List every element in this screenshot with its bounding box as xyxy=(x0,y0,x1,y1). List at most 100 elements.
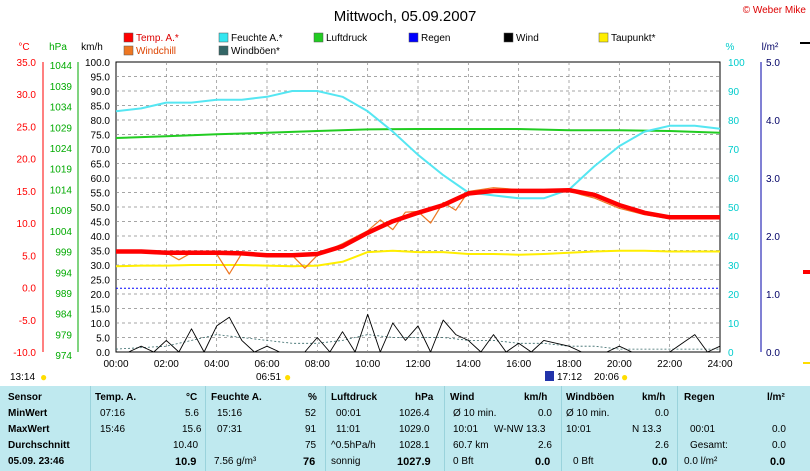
row-now-label: 05.09. 23:46 xyxy=(8,456,65,467)
max-wind-value: W-NW 13.3 xyxy=(494,424,546,435)
min-gust-value: 0.0 xyxy=(655,408,669,419)
tick-x-10: 20:00 xyxy=(607,359,632,368)
tick-rain-0: 5.0 xyxy=(766,58,780,69)
tick-pressure-11: 989 xyxy=(55,289,72,300)
legend-swatch-1 xyxy=(218,32,229,43)
legend-swatch-0 xyxy=(123,32,134,43)
tick-rain-1: 4.0 xyxy=(766,116,780,127)
tick-x-2: 04:00 xyxy=(204,359,229,368)
max-temp-value: 15.6 xyxy=(182,424,202,435)
edge-marker-top xyxy=(800,42,810,44)
legend-label-5: Taupunkt* xyxy=(611,33,656,44)
tick-wind-18: 10.0 xyxy=(91,319,111,330)
tick-temp-6: 5.0 xyxy=(22,251,36,262)
axis-title-rain: l/m² xyxy=(762,42,779,53)
legend-label-2: Luftdruck xyxy=(326,33,368,44)
max-rain-value: 0.0 xyxy=(772,424,786,435)
header-temp-unit: °C xyxy=(186,392,198,403)
tick-temp-5: 10.0 xyxy=(17,219,37,230)
series-luftdruck xyxy=(115,128,721,139)
max-rain-time: 00:01 xyxy=(690,424,716,435)
tick-pressure-5: 1019 xyxy=(50,165,73,176)
tick-x-9: 18:00 xyxy=(556,359,581,368)
now-hum-desc: 7.56 g/m³ xyxy=(214,456,257,467)
tick-x-4: 08:00 xyxy=(305,359,330,368)
header-humidity: Feuchte A. xyxy=(211,392,262,403)
tick-wind-8: 60.0 xyxy=(91,174,111,185)
series-tempa xyxy=(116,187,720,258)
legend-label-4: Wind xyxy=(516,33,539,44)
axis-title-pressure: hPa xyxy=(49,42,67,53)
sunset-time: 20:06 xyxy=(594,372,620,383)
tick-humidity-5: 50 xyxy=(728,203,740,214)
tick-pressure-4: 1024 xyxy=(50,144,73,155)
avg-rain-value: 0.0 xyxy=(772,440,786,451)
header-gust: Windböen xyxy=(566,392,615,403)
now-time: 17:12 xyxy=(557,372,583,383)
tick-humidity-9: 10 xyxy=(728,319,740,330)
tick-humidity-4: 60 xyxy=(728,174,740,185)
series-taupunkt xyxy=(115,249,720,268)
axis-title-temp: °C xyxy=(18,42,29,53)
min-temp-value: 5.6 xyxy=(185,408,199,419)
axis-title-humidity: % xyxy=(726,42,735,53)
tick-temp-8: -5.0 xyxy=(19,316,37,327)
tick-temp-9: -10.0 xyxy=(13,348,36,359)
status-bar: 13:14 ● 06:51 ● 17:12 20:06 ● xyxy=(0,368,810,386)
header-wind-unit: km/h xyxy=(524,392,548,403)
tick-wind-7: 65.0 xyxy=(91,160,111,171)
tick-humidity-6: 40 xyxy=(728,232,740,243)
header-rain-unit: l/m² xyxy=(767,392,785,403)
legend-label-3: Regen xyxy=(421,33,450,44)
tick-wind-19: 5.0 xyxy=(96,334,110,345)
header-pressure: Luftdruck xyxy=(331,392,378,403)
min-press-value: 1026.4 xyxy=(399,408,430,419)
max-gust-time: 10:01 xyxy=(566,424,592,435)
tick-wind-6: 70.0 xyxy=(91,145,111,156)
now-press-desc: sonnig xyxy=(331,456,361,467)
min-wind-desc: Ø 10 min. xyxy=(453,408,497,419)
tick-wind-20: 0.0 xyxy=(96,348,110,359)
now-press-value: 1027.9 xyxy=(397,456,431,468)
max-press-time: 11:01 xyxy=(336,424,361,435)
header-pressure-unit: hPa xyxy=(415,392,434,403)
tick-wind-0: 100.0 xyxy=(85,58,110,69)
tick-rain-5: 0.0 xyxy=(766,348,780,359)
tick-wind-12: 40.0 xyxy=(91,232,111,243)
now-rain-desc: 0.0 l/m² xyxy=(684,456,718,467)
min-wind-value: 0.0 xyxy=(538,408,552,419)
max-temp-time: 15:46 xyxy=(100,424,126,435)
legend-swatch-7 xyxy=(218,45,229,56)
max-hum-time: 07:31 xyxy=(217,424,243,435)
tick-humidity-2: 80 xyxy=(728,116,740,127)
tick-pressure-9: 999 xyxy=(55,248,72,259)
tick-wind-2: 90.0 xyxy=(91,87,111,98)
now-rain-value: 0.0 xyxy=(770,456,786,468)
tick-x-3: 06:00 xyxy=(254,359,279,368)
legend-swatch-5 xyxy=(598,32,609,43)
weather-chart: Mittwoch, 05.09.2007 © Weber Mike Temp. A.… xyxy=(13,5,810,368)
avg-wind-desc: 60.7 km xyxy=(453,440,489,451)
tick-wind-9: 55.0 xyxy=(91,189,111,200)
legend-swatch-3 xyxy=(408,32,419,43)
tick-x-11: 22:00 xyxy=(657,359,682,368)
tick-humidity-7: 30 xyxy=(728,261,740,272)
edge-marker-temp xyxy=(803,270,810,274)
tick-x-1: 02:00 xyxy=(154,359,179,368)
tick-wind-3: 85.0 xyxy=(91,102,111,113)
tick-pressure-10: 994 xyxy=(55,268,72,279)
legend-label-7: Windböen* xyxy=(231,46,280,57)
tick-pressure-7: 1009 xyxy=(50,206,73,217)
tick-temp-3: 20.0 xyxy=(17,155,37,166)
now-gust-desc: 0 Bft xyxy=(573,456,594,467)
tick-x-6: 12:00 xyxy=(405,359,430,368)
min-gust-desc: Ø 10 min. xyxy=(566,408,610,419)
max-gust-value: N 13.3 xyxy=(632,424,662,435)
sunrise-time: 06:51 xyxy=(256,372,282,383)
min-press-time: 00:01 xyxy=(336,408,362,419)
series-windben xyxy=(115,334,720,350)
edge-marker-bottom xyxy=(803,362,810,364)
tick-humidity-10: 0 xyxy=(728,348,734,359)
tick-temp-4: 15.0 xyxy=(17,187,37,198)
sunrise-icon: ● xyxy=(284,370,292,384)
